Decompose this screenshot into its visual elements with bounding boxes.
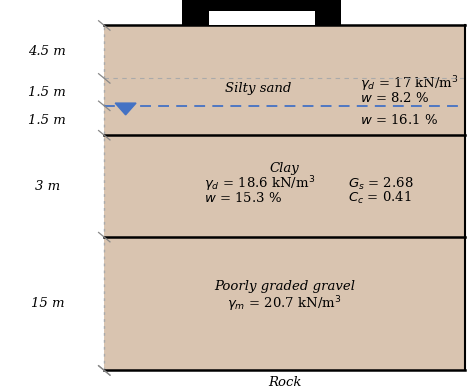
Polygon shape (115, 103, 136, 115)
Bar (104, 25, 465, 370)
Bar (182, 25, 209, 26)
Text: $w$ = 16.1 %: $w$ = 16.1 % (360, 113, 438, 127)
Bar (182, 0, 341, 11)
Text: 3 m: 3 m (35, 180, 60, 193)
Text: Rock: Rock (268, 376, 301, 389)
Text: $C_c$ = 0.41: $C_c$ = 0.41 (348, 189, 412, 206)
Text: $G_s$ = 2.68: $G_s$ = 2.68 (348, 176, 414, 192)
Bar (209, 11, 315, 25)
Text: 1.5 m: 1.5 m (28, 85, 66, 99)
Text: $\gamma_m$ = 20.7 kN/m$^3$: $\gamma_m$ = 20.7 kN/m$^3$ (227, 294, 342, 314)
Text: Poorly graded gravel: Poorly graded gravel (214, 279, 355, 293)
Text: 4.5 m: 4.5 m (28, 45, 66, 58)
Text: 1.5 m: 1.5 m (28, 114, 66, 127)
Text: $\gamma_d$ = 17 kN/m$^3$: $\gamma_d$ = 17 kN/m$^3$ (360, 74, 459, 94)
Text: Silty sand: Silty sand (225, 82, 292, 96)
Text: $w$ = 15.3 %: $w$ = 15.3 % (204, 191, 282, 205)
Bar (315, 0, 341, 25)
Text: $\gamma_d$ = 18.6 kN/m$^3$: $\gamma_d$ = 18.6 kN/m$^3$ (204, 174, 315, 194)
Text: Clay: Clay (270, 162, 299, 175)
Bar (182, 0, 209, 25)
Text: 15 m: 15 m (31, 297, 64, 310)
Text: $w$ = 8.2 %: $w$ = 8.2 % (360, 91, 429, 105)
Bar (0, 370, 474, 392)
Bar (315, 25, 341, 26)
Bar (0, 0, 474, 25)
